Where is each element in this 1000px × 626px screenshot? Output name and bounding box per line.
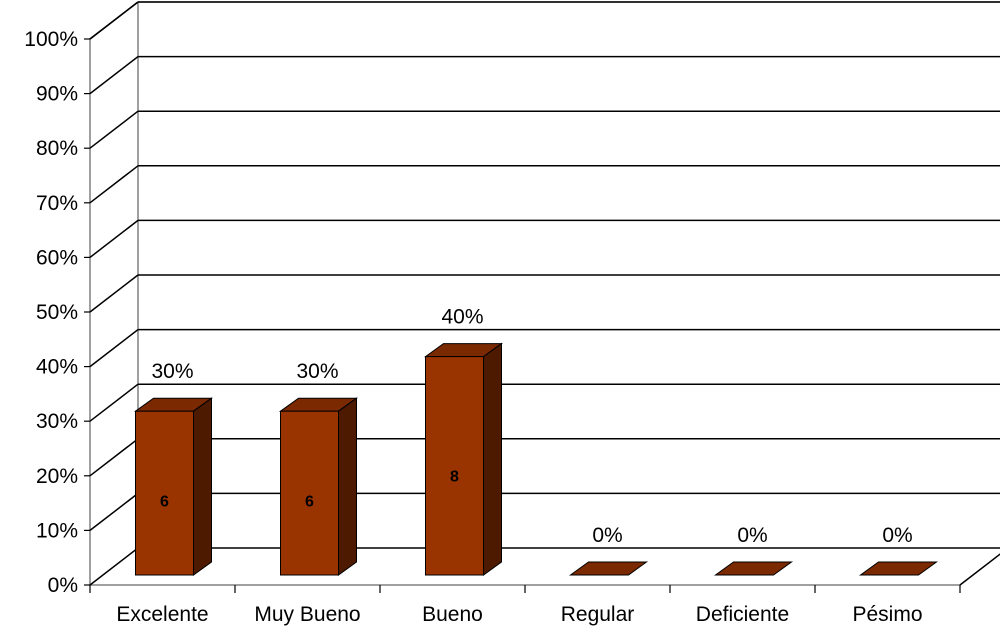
y-tick-label: 100%	[24, 28, 78, 51]
y-tick-label: 0%	[48, 574, 78, 597]
bar-front-face	[280, 410, 339, 576]
gridline-diagonal	[89, 110, 139, 149]
gridline-diagonal	[89, 547, 139, 586]
category-label: Muy Bueno	[254, 603, 360, 626]
gridline-diagonal	[89, 492, 139, 531]
gridline-diagonal	[89, 219, 139, 258]
bar-pésimo: 0%	[858, 524, 939, 576]
chart-walls	[89, 1, 1000, 586]
gridline-diagonal	[89, 56, 139, 95]
bar-value-label: 30%	[296, 360, 338, 383]
gridline-diagonal	[89, 165, 139, 204]
y-tick-label: 50%	[36, 301, 78, 324]
bar-top-face	[858, 561, 939, 576]
bar-value-label: 0%	[882, 524, 912, 547]
x-axis-labels: Excelente Muy Bueno Bueno Regular Deficiente…	[89, 585, 961, 626]
y-axis-ticks: 0% 10% 20% 30% 40% 50% 60% 70% 80% 90% 100%	[24, 28, 90, 597]
bar-front-face	[425, 356, 484, 576]
bar-side-face	[338, 397, 357, 576]
bars: 6 30% 6 30% 8 40% 0% 0% 0%	[133, 306, 939, 576]
category-label: Pésimo	[852, 603, 922, 626]
y-tick-label: 20%	[36, 465, 78, 488]
bar-value-label: 40%	[441, 306, 483, 329]
bar-count-label: 6	[160, 493, 169, 510]
bar-value-label: 30%	[151, 360, 193, 383]
gridline-diagonal	[89, 383, 139, 422]
bar-top-face	[568, 561, 649, 576]
y-tick-label: 70%	[36, 192, 78, 215]
y-tick-label: 10%	[36, 519, 78, 542]
bar-excelente: 6 30%	[133, 360, 214, 576]
bar-count-label: 8	[450, 469, 459, 486]
bar-front-face	[135, 410, 194, 576]
bar-regular: 0%	[568, 524, 649, 576]
bar-muy-bueno: 6 30%	[278, 360, 359, 576]
gridlines	[89, 1, 1000, 586]
category-label: Deficiente	[696, 603, 789, 626]
bar-deficiente: 0%	[713, 524, 794, 576]
bar-value-label: 0%	[592, 524, 622, 547]
gridline-diagonal	[89, 329, 139, 368]
bar-count-label: 6	[305, 493, 314, 510]
y-tick-label: 80%	[36, 137, 78, 160]
y-tick-label: 90%	[36, 83, 78, 106]
category-label: Excelente	[116, 603, 208, 626]
category-label: Regular	[561, 603, 635, 626]
floor-right-edge	[959, 553, 1000, 586]
y-tick-label: 40%	[36, 356, 78, 379]
y-tick-label: 60%	[36, 246, 78, 269]
bar-side-face	[193, 397, 212, 576]
y-tick-label: 30%	[36, 410, 78, 433]
bar-side-face	[483, 342, 502, 576]
bar-top-face	[713, 561, 794, 576]
bar-bueno: 8 40%	[423, 306, 504, 576]
gridline-diagonal	[89, 1, 139, 40]
gridline-diagonal	[89, 438, 139, 477]
gridline-diagonal	[89, 274, 139, 313]
category-label: Bueno	[422, 603, 483, 626]
bar-value-label: 0%	[737, 524, 767, 547]
